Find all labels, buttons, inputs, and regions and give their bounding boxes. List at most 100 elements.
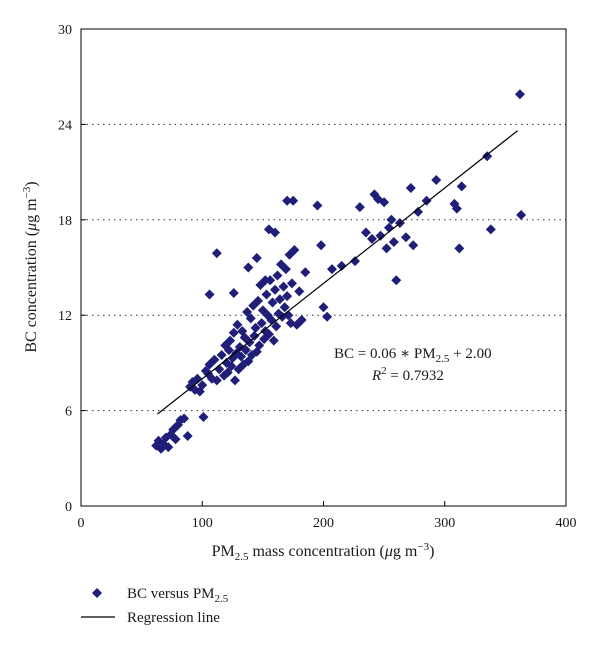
data-point — [209, 354, 220, 365]
data-point — [375, 230, 386, 241]
data-point — [367, 233, 377, 244]
plot-frame — [80, 28, 567, 507]
data-point — [254, 340, 265, 351]
y-axis-title: BC concentration (μg m−3) — [21, 181, 40, 352]
data-point — [267, 297, 278, 308]
data-point — [179, 413, 190, 424]
data-point — [198, 411, 209, 422]
data-points — [151, 89, 527, 454]
data-point — [278, 281, 289, 292]
data-point — [182, 431, 193, 442]
data-point — [225, 335, 236, 346]
data-point — [386, 214, 397, 225]
y-tick-label: 18 — [58, 214, 72, 229]
data-point — [322, 311, 333, 322]
data-point — [408, 240, 419, 251]
legend-diamond-marker — [92, 588, 102, 598]
data-point — [228, 327, 239, 338]
data-point — [268, 335, 279, 346]
data-point — [223, 345, 234, 356]
data-point — [400, 232, 411, 243]
data-point — [413, 206, 424, 217]
x-tick-label: 100 — [192, 516, 213, 531]
data-point — [485, 224, 496, 235]
data-point — [245, 313, 256, 324]
data-point — [240, 345, 251, 356]
data-point — [381, 243, 392, 254]
y-tick-label: 24 — [58, 118, 72, 133]
data-point — [270, 284, 280, 295]
y-tick-label: 0 — [65, 500, 72, 515]
data-point — [272, 270, 283, 281]
data-point — [289, 245, 300, 256]
data-point — [243, 262, 254, 273]
data-point — [282, 195, 293, 206]
data-point — [229, 375, 240, 386]
data-point — [211, 375, 222, 386]
data-point — [316, 240, 327, 251]
data-point — [232, 319, 243, 330]
data-point — [379, 197, 390, 208]
data-point — [261, 289, 272, 300]
data-point — [286, 278, 297, 289]
x-tick-label: 400 — [556, 516, 577, 531]
data-point — [274, 294, 285, 305]
data-point — [360, 227, 371, 238]
data-point — [421, 195, 432, 206]
data-point — [226, 361, 237, 372]
data-point — [350, 256, 361, 267]
y-tick-label: 12 — [58, 309, 72, 324]
data-point — [263, 329, 274, 340]
data-point — [516, 210, 527, 221]
x-tick-label: 300 — [434, 516, 455, 531]
data-point — [211, 248, 222, 259]
data-point — [251, 252, 262, 263]
data-point — [312, 200, 323, 211]
data-point — [263, 224, 274, 235]
data-point — [296, 314, 307, 325]
x-tick-label: 0 — [78, 516, 85, 531]
data-point — [228, 287, 239, 298]
data-point — [388, 237, 399, 248]
data-point — [391, 275, 402, 286]
data-point — [336, 260, 347, 271]
data-point — [354, 202, 365, 213]
x-axis-title: PM2.5 mass concentration (μg m−3) — [212, 541, 435, 563]
r-squared-label: R2 = 0.7932 — [371, 365, 444, 384]
data-point — [279, 302, 290, 313]
data-point — [482, 151, 493, 162]
x-tick-label: 200 — [313, 516, 334, 531]
data-point — [514, 89, 525, 100]
y-tick-label: 6 — [65, 405, 72, 420]
data-point — [431, 175, 442, 186]
data-point — [405, 183, 416, 193]
data-point — [260, 275, 271, 286]
data-point — [271, 321, 282, 332]
data-point — [236, 351, 247, 362]
data-point — [163, 442, 174, 453]
data-point — [250, 322, 261, 333]
data-point — [318, 302, 329, 313]
gridlines — [81, 123, 566, 412]
data-point — [294, 286, 305, 297]
data-point — [282, 291, 293, 302]
legend: BC versus PM2.5 Regression line — [81, 586, 229, 626]
data-point — [451, 203, 462, 214]
data-point — [249, 330, 260, 341]
legend-label-series: BC versus PM2.5 — [127, 586, 229, 605]
data-point — [288, 195, 299, 206]
data-point — [170, 434, 181, 445]
data-point — [300, 267, 311, 278]
data-point — [216, 349, 227, 360]
data-point — [454, 243, 465, 254]
data-point — [253, 295, 264, 306]
data-point — [197, 380, 208, 391]
data-point — [326, 264, 337, 275]
legend-label-regression: Regression line — [127, 610, 220, 626]
y-tick-label: 30 — [58, 23, 72, 38]
data-point — [256, 318, 267, 329]
regression-equation: BC = 0.06 ∗ PM2.5 + 2.00 — [334, 346, 492, 365]
data-point — [456, 181, 467, 192]
